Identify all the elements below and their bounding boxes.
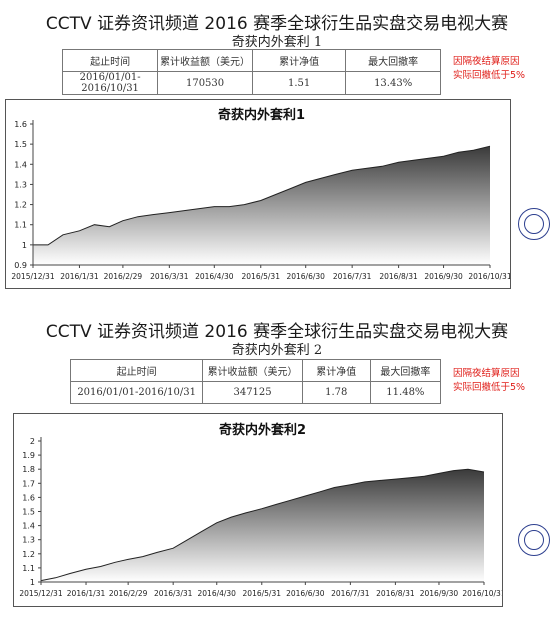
x-tick-label: 2016/2/29 xyxy=(104,272,143,281)
table-row: 2016/01/01-2016/10/31 170530 1.51 13.43% xyxy=(61,71,441,95)
note-line: 因隔夜结算原因 xyxy=(453,56,520,67)
header-period: 起止时间 xyxy=(61,49,159,72)
table-header-row: 起止时间 累计收益额（美元） 累计净值 最大回撤率 xyxy=(69,359,442,382)
header-cumulative-profit: 累计收益额（美元） xyxy=(202,359,303,382)
header-max-drawdown: 最大回撤率 xyxy=(369,359,442,382)
series-line xyxy=(40,468,485,582)
x-tick-label: 2016/6/30 xyxy=(286,589,325,598)
x-tick-label: 2016/10/31 xyxy=(468,272,510,281)
page-title-1: CCTV 证券资讯频道 2016 赛季全球衍生品实盘交易电视大赛 xyxy=(45,14,509,34)
series-area xyxy=(41,469,484,582)
y-tick-label: 1.4 xyxy=(14,160,27,169)
y-tick-label: 1.3 xyxy=(22,536,35,545)
nav-area-chart-2: 奇获内外套利2 1 1.1 1.2 1.3 1.4 1.5 1.6 1.7 1.8 1.9 2 2015… xyxy=(19,422,502,598)
cell-cumulative-profit: 170530 xyxy=(157,71,253,95)
table-header-row: 起止时间 累计收益额（美元） 累计净值 最大回撤率 xyxy=(61,49,441,72)
y-tick-label: 1.5 xyxy=(14,140,27,149)
cell-max-drawdown: 13.43% xyxy=(345,71,441,95)
x-tick-label: 2016/8/31 xyxy=(376,589,415,598)
x-tick-label: 2016/4/30 xyxy=(195,272,234,281)
chart-title: 奇获内外套利2 xyxy=(219,422,306,438)
y-tick-label: 1.2 xyxy=(22,550,35,559)
nav-area-chart-1: 奇获内外套利1 0.9 1 1.1 1.2 1.3 1.4 1.5 1.6 2015/12/31 2… xyxy=(11,107,510,281)
header-cumulative-profit: 累计收益额（美元） xyxy=(157,49,253,72)
y-tick-label: 1.6 xyxy=(14,120,27,129)
header-max-drawdown: 最大回撤率 xyxy=(345,49,441,72)
cell-max-drawdown: 11.48% xyxy=(369,381,442,404)
y-tick-label: 1.1 xyxy=(22,564,35,573)
drawdown-note-2: 因隔夜结算原因 实际回撤低于5% xyxy=(453,367,525,395)
x-tick-label: 2016/6/30 xyxy=(286,272,325,281)
note-line: 实际回撤低于5% xyxy=(453,70,526,81)
x-tick-label: 2016/1/31 xyxy=(60,272,99,281)
y-tick-label: 1.7 xyxy=(22,479,35,488)
strategy-subtitle-2: 奇获内外套利 2 xyxy=(231,343,323,358)
x-tick-label: 2016/10/31 xyxy=(462,589,502,598)
y-tick-label: 1.4 xyxy=(22,522,35,531)
chart-title: 奇获内外套利1 xyxy=(218,107,305,123)
y-tick-label: 2 xyxy=(30,437,35,446)
x-tick-label: 2016/3/31 xyxy=(154,589,193,598)
x-tick-label: 2016/9/30 xyxy=(420,589,459,598)
y-tick-label: 1.9 xyxy=(22,451,35,460)
series-line xyxy=(33,145,491,246)
strategy-subtitle-1: 奇获内外套利 1 xyxy=(231,35,323,50)
cell-period: 2016/01/01-2016/10/31 xyxy=(61,71,159,95)
page-title-2: CCTV 证券资讯频道 2016 赛季全球衍生品实盘交易电视大赛 xyxy=(45,322,509,342)
company-seal-2 xyxy=(518,524,550,556)
x-tick-label: 2016/5/31 xyxy=(242,272,281,281)
chart-frame-1: 奇获内外套利1 0.9 1 1.1 1.2 1.3 1.4 1.5 1.6 2015/12/31 2… xyxy=(5,99,511,289)
note-line: 因隔夜结算原因 xyxy=(453,368,520,379)
company-seal-1 xyxy=(518,208,550,240)
x-tick-label: 2016/7/31 xyxy=(331,589,370,598)
x-tick-label: 2016/7/31 xyxy=(333,272,372,281)
cell-period: 2016/01/01-2016/10/31 xyxy=(69,381,204,404)
y-tick-label: 1 xyxy=(30,578,35,587)
performance-table-2: 起止时间 累计收益额（美元） 累计净值 最大回撤率 2016/01/01-201… xyxy=(69,359,442,404)
table-row: 2016/01/01-2016/10/31 347125 1.78 11.48% xyxy=(69,381,442,404)
x-tick-label: 2016/1/31 xyxy=(67,589,106,598)
series-area xyxy=(33,146,490,265)
drawdown-note-1: 因隔夜结算原因 实际回撤低于5% xyxy=(453,55,525,83)
x-tick-label: 2016/8/31 xyxy=(379,272,418,281)
x-tick-label: 2016/9/30 xyxy=(424,272,463,281)
x-tick-label: 2016/5/31 xyxy=(243,589,282,598)
header-cumulative-nav: 累计净值 xyxy=(251,49,347,72)
header-cumulative-nav: 累计净值 xyxy=(301,359,371,382)
y-tick-label: 1.1 xyxy=(14,221,27,230)
x-tick-label: 2015/12/31 xyxy=(19,589,62,598)
chart-frame-2: 奇获内外套利2 1 1.1 1.2 1.3 1.4 1.5 1.6 1.7 1.8 1.9 2 2015… xyxy=(13,413,503,607)
y-tick-label: 1 xyxy=(22,241,27,250)
x-tick-label: 2016/2/29 xyxy=(109,589,148,598)
cell-cumulative-nav: 1.51 xyxy=(251,71,347,95)
cell-cumulative-nav: 1.78 xyxy=(301,381,371,404)
header-period: 起止时间 xyxy=(69,359,204,382)
x-tick-label: 2015/12/31 xyxy=(11,272,54,281)
cell-cumulative-profit: 347125 xyxy=(202,381,303,404)
y-tick-label: 1.6 xyxy=(22,493,35,502)
note-line: 实际回撤低于5% xyxy=(453,382,526,393)
y-tick-label: 0.9 xyxy=(14,261,27,270)
performance-table-1: 起止时间 累计收益额（美元） 累计净值 最大回撤率 2016/01/01-201… xyxy=(61,49,441,95)
y-tick-label: 1.2 xyxy=(14,201,27,210)
y-tick-label: 1.3 xyxy=(14,180,27,189)
y-tick-label: 1.5 xyxy=(22,508,35,517)
y-tick-label: 1.8 xyxy=(22,465,35,474)
x-tick-label: 2016/4/30 xyxy=(198,589,237,598)
x-tick-label: 2016/3/31 xyxy=(150,272,189,281)
